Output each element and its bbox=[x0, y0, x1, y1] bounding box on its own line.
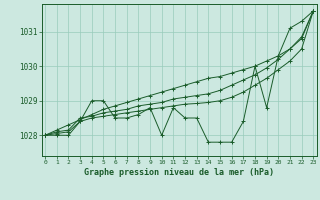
X-axis label: Graphe pression niveau de la mer (hPa): Graphe pression niveau de la mer (hPa) bbox=[84, 168, 274, 177]
